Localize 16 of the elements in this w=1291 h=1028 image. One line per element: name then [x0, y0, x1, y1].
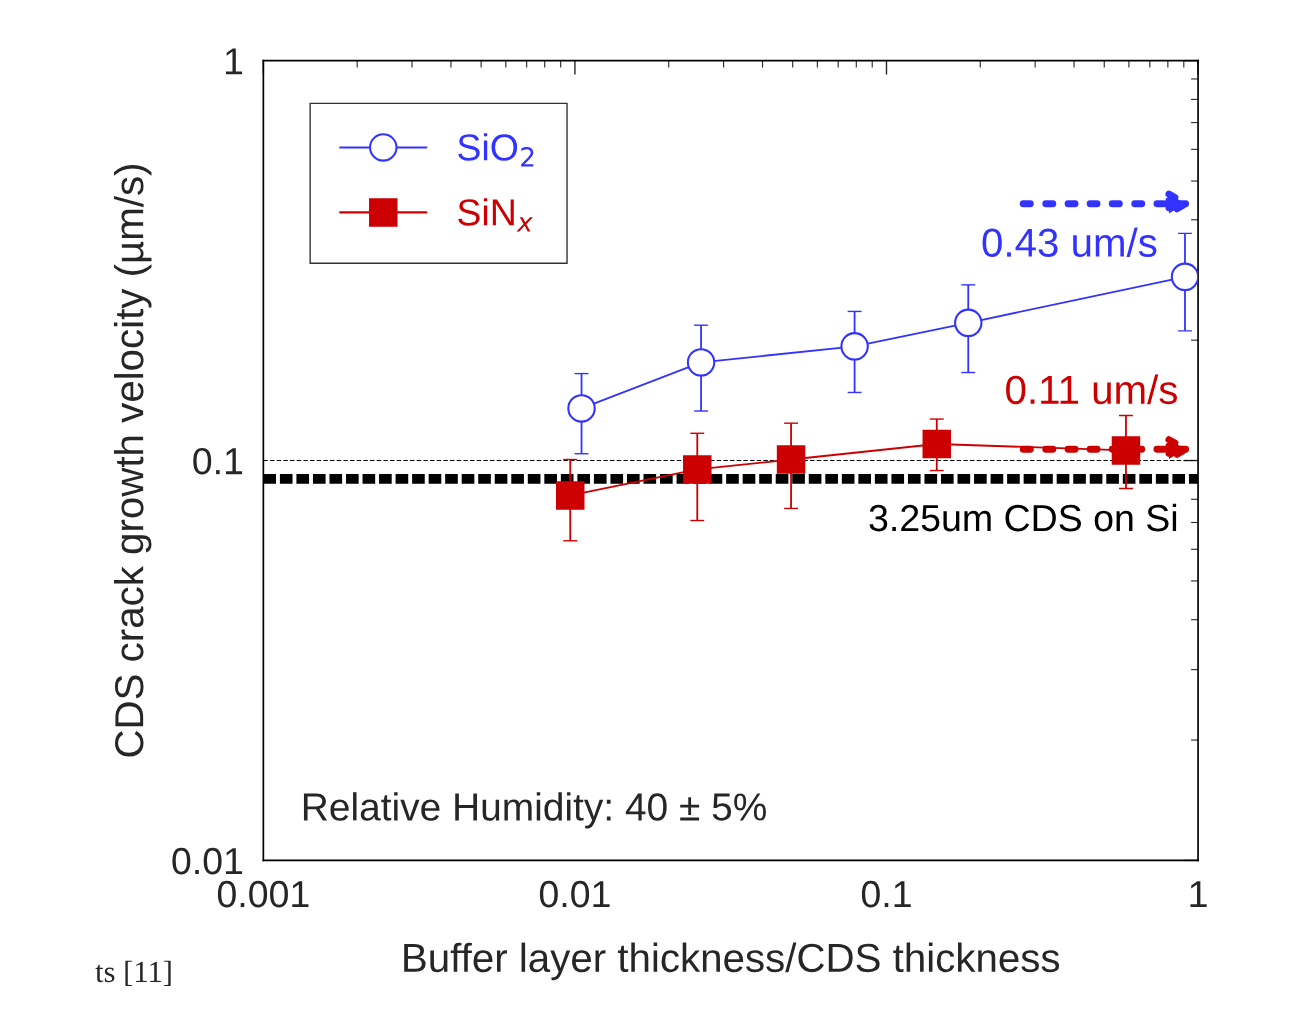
x-tick-label: 0.01 [539, 880, 610, 908]
legend-label: SiO$_{2}$ [458, 133, 534, 167]
y-tick-label: 0.1 [193, 447, 243, 475]
x-tick-label: 1 [1190, 881, 1207, 908]
annotation: Relative Humidity: 40 ± 5% [303, 792, 766, 829]
annotation: 0.11 um/s [1006, 374, 1177, 405]
y-tick-label: 0.01 [172, 847, 243, 875]
ref-line-label: 3.25um CDS on Si [869, 503, 1177, 532]
legend-label: SiN$_{x}$ [458, 198, 533, 232]
y-tick-label: 1 [225, 48, 243, 75]
y-axis-title: CDS crack growth velocity (µm/s) [113, 164, 152, 757]
x-tick-label: 0.001 [217, 880, 309, 908]
text: ts [11] [95, 960, 171, 986]
x-axis-title: Buffer layer thickness/CDS thickness [404, 942, 1060, 981]
x-tick-label: 0.1 [861, 880, 911, 908]
annotation: 0.43 um/s [982, 227, 1157, 258]
